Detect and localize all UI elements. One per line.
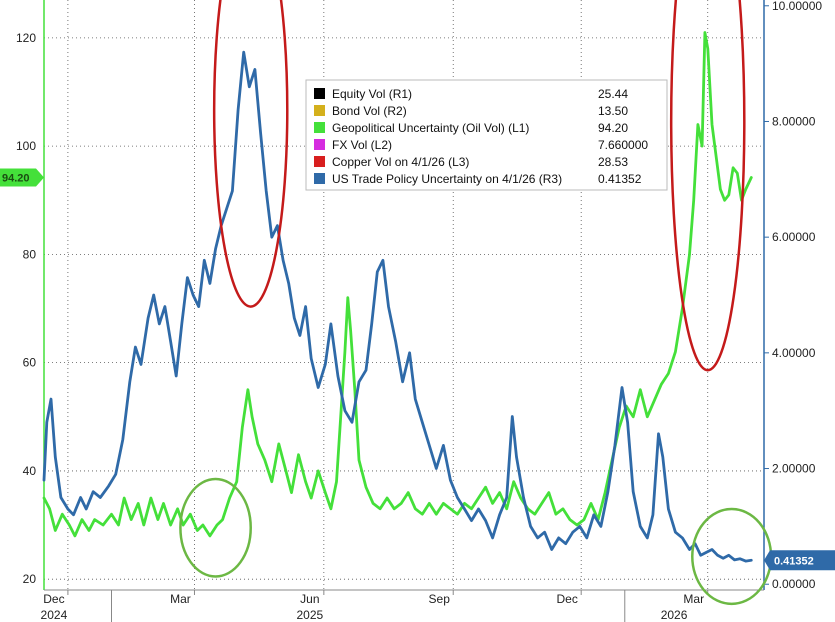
series-layer	[42, 31, 753, 563]
left-tick-labels: 20 40 60 80 100 120	[16, 31, 36, 586]
x-tick-label: Jun	[300, 592, 319, 606]
right-tick-labels: 0.00000 2.00000 4.00000 6.00000 8.00000 10.00…	[764, 0, 822, 591]
legend-swatch	[314, 156, 325, 167]
legend-entry-value: 25.44	[598, 87, 628, 101]
right-value-tag-label: 0.41352	[774, 555, 814, 567]
legend-entry-name: FX Vol (L2)	[332, 138, 392, 152]
right-tick-label: 4.00000	[772, 346, 816, 360]
left-value-tag-label: 94.20	[2, 173, 30, 185]
legend-entry-value: 13.50	[598, 104, 628, 118]
right-value-tag	[764, 550, 835, 571]
legend-swatch	[314, 139, 325, 150]
annotation-ellipse-2	[179, 477, 252, 578]
left-value-tag	[0, 168, 44, 187]
x-tick-label: Mar	[683, 592, 704, 606]
legend-entry-value: 94.20	[598, 121, 628, 135]
legend-swatch	[314, 122, 325, 133]
legend-swatch	[314, 88, 325, 99]
grid	[44, 0, 764, 590]
legend-entry-name: Geopolitical Uncertainty (Oil Vol) (L1)	[332, 121, 529, 135]
x-year-label: 2025	[296, 608, 323, 622]
series-line-1	[42, 50, 753, 563]
left-tick-label: 100	[16, 139, 36, 153]
left-tick-label: 80	[23, 247, 37, 261]
x-tick-label: Mar	[170, 592, 191, 606]
x-tick-labels: Dec Mar Jun Sep Dec Mar 2024 2025 2026	[41, 590, 709, 622]
right-tick-label: 6.00000	[772, 230, 816, 244]
annotation-ellipse-1	[669, 0, 746, 372]
x-year-label: 2026	[661, 608, 688, 622]
legend-entry-name: Bond Vol (R2)	[332, 104, 407, 118]
right-tick-label: 10.00000	[772, 0, 822, 13]
legend-box	[305, 79, 668, 191]
axes	[43, 0, 765, 591]
legend-swatch	[314, 105, 325, 116]
x-tick-label: Sep	[429, 592, 451, 606]
legend-swatch	[314, 173, 325, 184]
left-tick-label: 60	[23, 356, 37, 370]
legend-entry-value: 0.41352	[598, 172, 642, 186]
right-tick-label: 2.00000	[772, 462, 816, 476]
legend-entry-name: US Trade Policy Uncertainty on 4/1/26 (R…	[332, 172, 562, 186]
legend-entry-name: Copper Vol on 4/1/26 (L3)	[332, 155, 469, 169]
last-value-tags: 94.20 0.41352	[0, 168, 835, 571]
legend-entry-value: 7.660000	[598, 138, 648, 152]
x-year-label: 2024	[41, 608, 68, 622]
left-tick-label: 40	[23, 464, 37, 478]
x-tick-label: Dec	[43, 592, 64, 606]
right-tick-label: 8.00000	[772, 114, 816, 128]
x-tick-label: Dec	[557, 592, 578, 606]
right-tick-label: 0.00000	[772, 577, 816, 591]
legend: Equity Vol (R1) 25.44 Bond Vol (R2) 13.50 Ge…	[305, 79, 668, 191]
annotation-ellipse-0	[212, 0, 289, 308]
series-line-0	[42, 31, 753, 538]
left-tick-label: 120	[16, 31, 36, 45]
legend-entry-value: 28.53	[598, 155, 628, 169]
legend-entry-name: Equity Vol (R1)	[332, 87, 412, 101]
left-tick-label: 20	[23, 572, 37, 586]
